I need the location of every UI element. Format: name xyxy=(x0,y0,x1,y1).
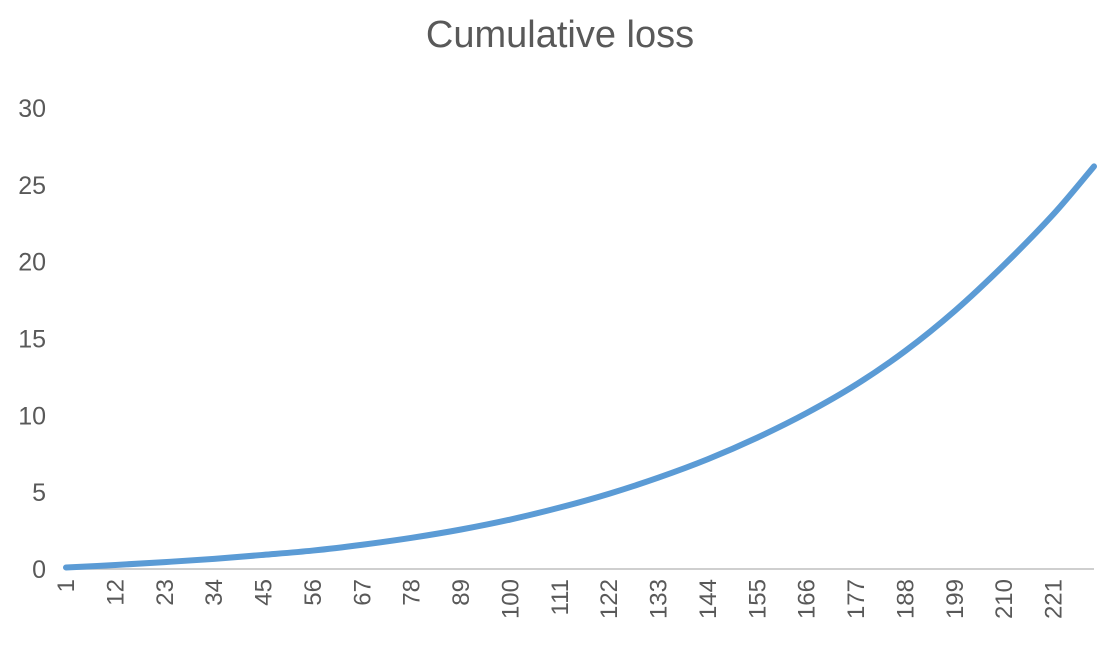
y-axis-ticks: 0 5 10 15 20 25 30 xyxy=(18,95,46,584)
x-tick-label: 89 xyxy=(448,579,475,606)
y-tick-label: 15 xyxy=(18,326,46,354)
y-tick-label: 30 xyxy=(18,95,46,123)
x-tick-label: 166 xyxy=(794,579,821,619)
x-tick-label: 45 xyxy=(251,579,278,606)
x-tick-label: 155 xyxy=(744,579,771,619)
y-tick-label: 25 xyxy=(18,172,46,200)
x-tick-label: 78 xyxy=(399,579,426,606)
series-line xyxy=(63,163,1097,571)
x-tick-label: 12 xyxy=(102,579,129,606)
y-tick-label: 0 xyxy=(32,556,46,584)
x-tick-label: 188 xyxy=(892,579,919,619)
x-tick-label: 23 xyxy=(152,579,179,606)
x-tick-label: 34 xyxy=(201,579,228,606)
x-tick-label: 111 xyxy=(547,579,574,615)
y-tick-label: 10 xyxy=(18,402,46,430)
x-tick-label: 144 xyxy=(695,579,722,619)
x-tick-label: 199 xyxy=(942,579,969,619)
x-axis-ticks: 1 12 23 34 45 56 67 78 89 100 111 122 133 144 155 166 17… xyxy=(53,579,1068,619)
x-tick-label: 210 xyxy=(991,579,1018,619)
chart-title: Cumulative loss xyxy=(425,14,695,56)
x-tick-label: 100 xyxy=(497,579,524,619)
x-tick-label: 56 xyxy=(300,579,327,606)
x-tick-label: 133 xyxy=(646,579,673,619)
x-tick-label: 177 xyxy=(843,579,870,619)
y-tick-label: 20 xyxy=(18,249,46,277)
x-tick-label: 122 xyxy=(596,579,623,619)
x-tick-label: 221 xyxy=(1041,579,1068,619)
x-tick-label: 1 xyxy=(53,579,80,592)
x-tick-label: 67 xyxy=(349,579,376,606)
series-group xyxy=(63,163,1097,571)
y-tick-label: 5 xyxy=(32,479,46,507)
